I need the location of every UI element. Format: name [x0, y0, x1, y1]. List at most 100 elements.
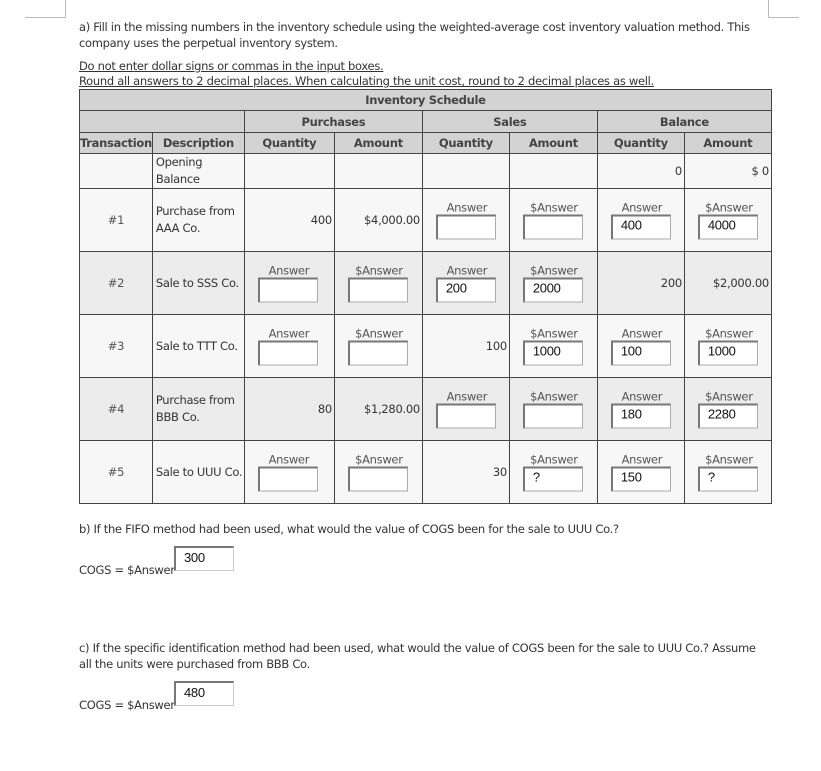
cell-empty [508, 153, 598, 189]
cell-purchases-quantity: 400 [243, 188, 335, 252]
answer-field: Answer 180 [610, 389, 673, 429]
cell-purchases-amount: $Answer [333, 251, 423, 315]
purchases-amount-input[interactable] [347, 340, 408, 366]
answer-field: $Answer [522, 200, 585, 240]
balance-quantity-input[interactable]: 100 [610, 340, 671, 366]
schedule-title: Inventory Schedule [79, 89, 772, 111]
answer-label: $Answer [530, 263, 578, 278]
balance-quantity-input[interactable]: 180 [610, 403, 671, 429]
group-header-sales: Sales [421, 110, 598, 133]
cell-sales-quantity: 100 [421, 314, 510, 378]
column-header-purchases-amount: Amount [333, 132, 423, 154]
balance-amount-input[interactable]: 1000 [697, 340, 758, 366]
answer-field: Answer [257, 326, 320, 366]
part-c-question: c) If the specific identification method… [79, 641, 756, 671]
cogs-label: COGS = $Answer [79, 698, 175, 712]
answer-field: $Answer [522, 390, 585, 429]
column-header-sales-quantity: Quantity [421, 132, 510, 154]
purchases-amount-input[interactable] [347, 466, 408, 492]
column-header-balance-amount: Amount [683, 132, 772, 154]
balance-amount-input[interactable]: 4000 [697, 214, 758, 240]
answer-label: $Answer [530, 326, 578, 341]
answer-label: Answer [446, 200, 488, 215]
answer-label: $Answer [530, 200, 578, 215]
table-row: #2 Sale to SSS Co. Answer $Answer Answer 200 $… [79, 251, 772, 315]
cell-sales-amount: $Answer [508, 188, 598, 252]
column-header-balance-quantity: Quantity [596, 132, 685, 154]
answer-field: $Answer [347, 452, 410, 492]
answer-label: Answer [621, 200, 663, 215]
answer-label: Answer [446, 389, 488, 404]
cell-balance-quantity: Answer 400 [596, 188, 685, 252]
cell-balance-amount: $ 0 [683, 153, 772, 189]
purchases-quantity-input[interactable] [257, 277, 318, 303]
cell-balance-quantity: Answer 180 [596, 377, 685, 441]
cell-sales-quantity: Answer 200 [421, 251, 510, 315]
instruction-rounding: Round all answers to 2 decimal places. W… [79, 74, 654, 88]
sales-amount-input[interactable]: ? [522, 466, 583, 492]
table-row: #1 Purchase from AAA Co. 400 $4,000.00 Answe… [79, 188, 772, 252]
answer-label: Answer [268, 263, 310, 278]
sales-amount-input[interactable] [522, 403, 583, 429]
answer-label: Answer [621, 452, 663, 467]
answer-label: Answer [621, 326, 663, 341]
answer-field: Answer 150 [610, 452, 673, 492]
cell-balance-quantity: 200 [596, 251, 685, 315]
cell-purchases-amount: $Answer [333, 440, 423, 504]
answer-field: Answer 200 [435, 263, 498, 303]
cell-balance-quantity: Answer 100 [596, 314, 685, 378]
cogs-fifo-input[interactable]: 300 [174, 546, 234, 571]
answer-label: Answer [446, 263, 488, 278]
balance-quantity-input[interactable]: 400 [610, 214, 671, 240]
answer-field: $Answer 2280 [697, 389, 760, 429]
cell-balance-quantity: Answer 150 [596, 440, 685, 504]
cell-sales-quantity: 30 [421, 440, 510, 504]
cell-purchases-amount: $1,280.00 [333, 377, 423, 441]
answer-label: Answer [621, 389, 663, 404]
part-c-answer: COGS = $Answer 480 [79, 681, 279, 712]
answer-field: $Answer 4000 [697, 200, 760, 240]
sales-amount-input[interactable] [522, 214, 583, 240]
sales-amount-input[interactable]: 1000 [522, 340, 583, 366]
part-b-answer: COGS = $Answer 300 [79, 546, 279, 577]
cell-balance-amount: $Answer 4000 [683, 188, 772, 252]
answer-label: $Answer [355, 452, 403, 467]
purchases-amount-input[interactable] [347, 277, 408, 303]
column-header-sales-amount: Amount [508, 132, 598, 154]
answer-label: Answer [268, 326, 310, 341]
cell-sales-amount: $Answer 2000 [508, 251, 598, 315]
cell-purchases-quantity: Answer [243, 440, 335, 504]
answer-label: $Answer [705, 389, 753, 404]
answer-label: $Answer [355, 263, 403, 278]
cell-transaction: #2 [79, 251, 153, 315]
cell-description: Purchase from BBB Co. [151, 377, 245, 441]
sales-quantity-input[interactable]: 200 [435, 277, 496, 303]
sales-quantity-input[interactable] [435, 403, 496, 429]
sales-amount-input[interactable]: 2000 [522, 277, 583, 303]
balance-amount-input[interactable]: ? [697, 466, 758, 492]
answer-label: $Answer [705, 326, 753, 341]
answer-label: $Answer [705, 200, 753, 215]
answer-field: $Answer 1000 [522, 326, 585, 366]
sales-quantity-input[interactable] [435, 214, 496, 240]
balance-amount-input[interactable]: 2280 [697, 403, 758, 429]
group-header-purchases: Purchases [243, 110, 423, 133]
cell-empty [421, 153, 510, 189]
balance-quantity-input[interactable]: 150 [610, 466, 671, 492]
cell-balance-amount: $2,000.00 [683, 251, 772, 315]
cogs-specific-id-input[interactable]: 480 [174, 681, 234, 706]
answer-field: $Answer [347, 263, 410, 303]
purchases-quantity-input[interactable] [257, 466, 318, 492]
answer-field: $Answer? [697, 452, 760, 492]
cell-purchases-quantity: Answer [243, 251, 335, 315]
answer-field: Answer [435, 389, 498, 429]
column-header-transaction: Transaction [79, 132, 153, 154]
cell-purchases-amount: $Answer [333, 314, 423, 378]
answer-field: $Answer [347, 327, 410, 366]
answer-field: Answer [257, 263, 320, 303]
table-row: #4 Purchase from BBB Co. 80 $1,280.00 Answer… [79, 377, 772, 441]
purchases-quantity-input[interactable] [257, 340, 318, 366]
cell-description: Opening Balance [151, 153, 245, 189]
answer-label: $Answer [705, 452, 753, 467]
column-header-description: Description [151, 132, 245, 154]
